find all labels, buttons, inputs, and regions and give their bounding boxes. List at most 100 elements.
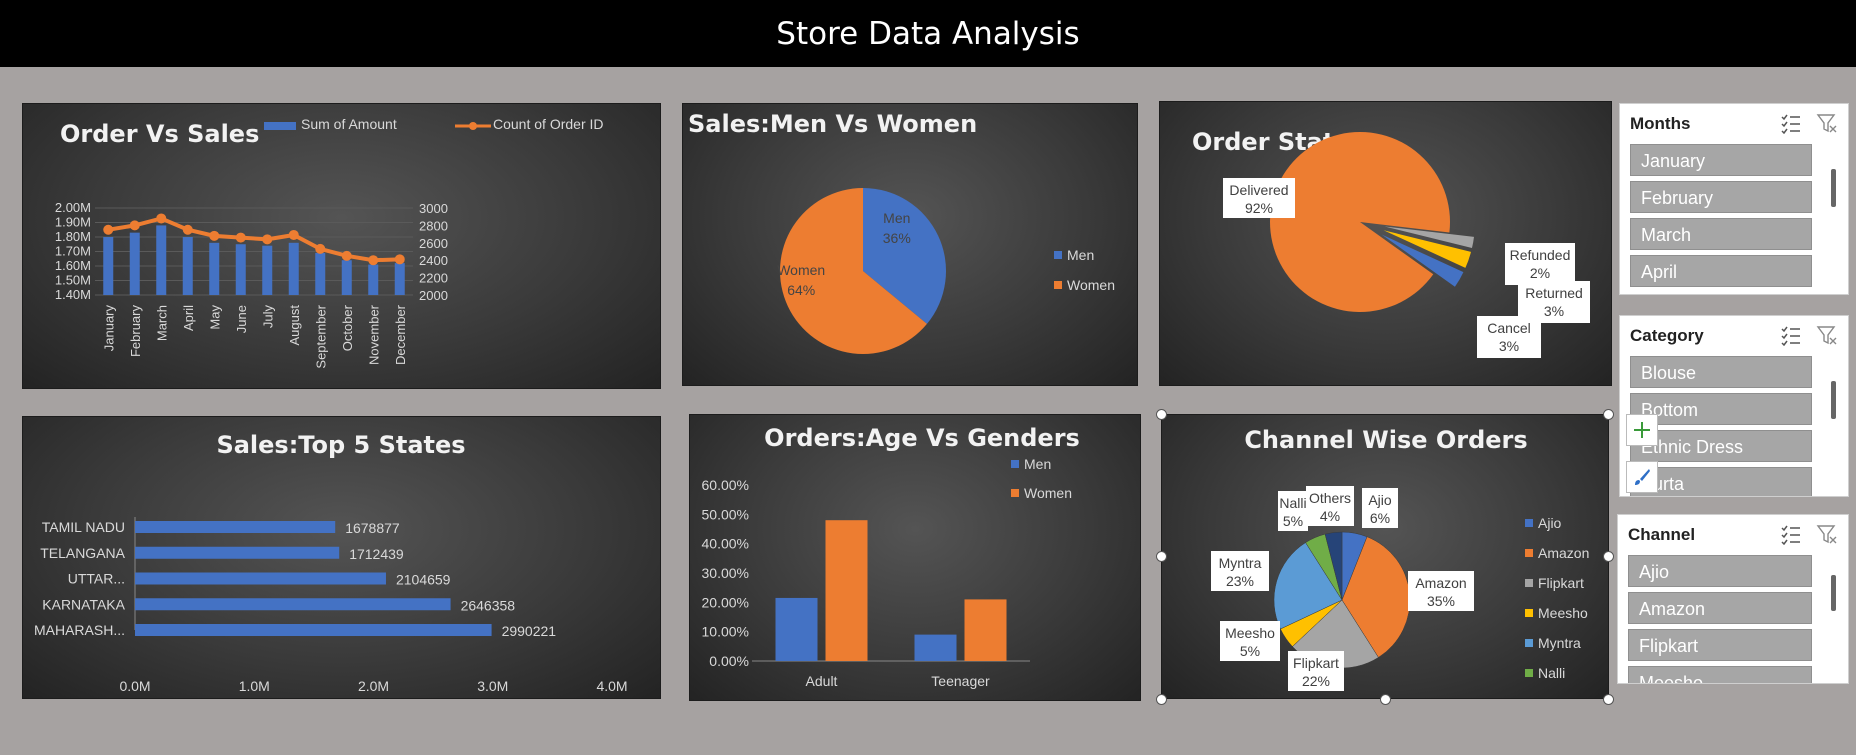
legend-swatch-amount — [264, 122, 296, 130]
y-tick-label: KARNATAKA — [42, 596, 125, 612]
order-status-chart[interactable]: Order Status Delivered 92% Refunded 2% Return… — [1159, 101, 1612, 386]
bar — [135, 624, 492, 636]
selection-handle-bottom-center[interactable] — [1380, 694, 1391, 705]
line-point — [368, 255, 379, 266]
data-label: 36% — [883, 230, 911, 246]
legend-label: Women — [1067, 277, 1115, 293]
line-point — [262, 234, 273, 245]
selection-handle-top-left[interactable] — [1156, 409, 1167, 420]
bar — [914, 634, 957, 661]
selection-handle-middle-left[interactable] — [1156, 551, 1167, 562]
slicer-item[interactable]: Ajio — [1628, 555, 1812, 587]
category-scrollbar[interactable] — [1831, 381, 1836, 419]
line-point — [182, 224, 193, 235]
slicer-item[interactable]: Ethnic Dress — [1630, 430, 1812, 462]
slicer-item[interactable]: April — [1630, 255, 1812, 287]
y-left-tick-label: 1.60M — [55, 258, 91, 273]
data-label: 1678877 — [345, 520, 400, 536]
multi-select-icon[interactable] — [1780, 324, 1802, 346]
y-right-tick-label: 2000 — [419, 288, 448, 303]
data-label-box — [1288, 651, 1344, 691]
data-label-box — [1477, 316, 1541, 358]
slicer-item[interactable]: January — [1630, 144, 1812, 176]
y-tick-label: 0.00% — [709, 653, 749, 669]
slicer-item[interactable]: Blouse — [1630, 356, 1812, 388]
x-tick-label: 4.0M — [596, 678, 627, 694]
clear-filter-icon[interactable] — [1816, 112, 1838, 134]
bar — [129, 232, 140, 295]
x-tick-label: September — [313, 304, 328, 368]
bar — [368, 264, 379, 295]
data-label-value: 23% — [1226, 573, 1254, 589]
x-tick-label: February — [128, 305, 143, 358]
slicer-item[interactable]: Flipkart — [1628, 629, 1812, 661]
category-slicer[interactable]: Category Blouse Bottom Ethnic Dress Kurt… — [1619, 315, 1849, 497]
clear-filter-icon[interactable] — [1816, 324, 1838, 346]
data-label-value: 5% — [1240, 643, 1260, 659]
data-label: 2104659 — [396, 572, 451, 588]
multi-select-icon[interactable] — [1780, 523, 1802, 545]
data-label-name: Cancel — [1487, 320, 1531, 336]
data-label: 2990221 — [502, 623, 557, 639]
y-left-tick-label: 1.40M — [55, 287, 91, 302]
legend-label: Myntra — [1538, 635, 1581, 651]
data-label-value: 2% — [1530, 265, 1550, 281]
channel-slicer[interactable]: Channel Ajio Amazon Flipkart Meesho — [1617, 514, 1849, 684]
selection-handle-top-right[interactable] — [1603, 409, 1614, 420]
selection-handle-middle-right[interactable] — [1603, 551, 1614, 562]
data-label-box — [1408, 571, 1474, 611]
legend-label: Amazon — [1538, 545, 1589, 561]
age-vs-genders-chart[interactable]: Orders:Age Vs Genders Men Women 0.00% 10.00%… — [689, 414, 1141, 701]
chart-title: Order Vs Sales — [60, 120, 259, 148]
months-scrollbar[interactable] — [1831, 169, 1836, 207]
clear-filter-icon[interactable] — [1816, 523, 1838, 545]
bar — [135, 598, 451, 611]
x-tick-label: March — [154, 305, 169, 341]
data-label-box — [1211, 551, 1269, 591]
x-tick-label: Teenager — [931, 673, 990, 689]
data-label-value: 3% — [1499, 338, 1519, 354]
legend-label: Ajio — [1538, 515, 1562, 531]
selection-handle-bottom-right[interactable] — [1603, 694, 1614, 705]
y-tick-label: 40.00% — [702, 536, 749, 552]
chart-title: Sales:Men Vs Women — [688, 110, 977, 138]
legend-label: Flipkart — [1538, 575, 1584, 591]
y-right-tick-label: 2800 — [419, 218, 448, 233]
slicer-item[interactable]: Meesho — [1628, 666, 1812, 683]
legend-swatch — [1011, 489, 1019, 497]
selection-handle-bottom-left[interactable] — [1156, 694, 1167, 705]
slicer-item[interactable]: March — [1630, 218, 1812, 250]
data-label-name: Myntra — [1219, 555, 1262, 571]
pie-slice — [780, 187, 927, 354]
pie-slice — [1324, 531, 1343, 601]
data-label: 2646358 — [461, 597, 516, 613]
bar — [209, 242, 220, 295]
legend-swatch — [1011, 460, 1019, 468]
data-label-box — [1362, 488, 1398, 528]
legend-marker-orders — [469, 122, 477, 130]
slicer-item[interactable]: February — [1630, 181, 1812, 213]
chart-style-button[interactable] — [1626, 461, 1658, 493]
line-point — [288, 229, 299, 240]
data-label: 1712439 — [349, 546, 404, 562]
chart-title: Sales:Top 5 States — [216, 431, 465, 459]
sales-men-women-chart[interactable]: Sales:Men Vs Women Men 36% Women 64% Men Women — [682, 103, 1138, 386]
slicer-item[interactable]: Amazon — [1628, 592, 1812, 624]
multi-select-icon[interactable] — [1780, 112, 1802, 134]
channel-scrollbar[interactable] — [1831, 575, 1836, 611]
y-left-tick-label: 1.70M — [55, 244, 91, 259]
x-tick-label: August — [287, 305, 302, 346]
data-label-box — [1306, 486, 1354, 526]
legend-label: Women — [1024, 485, 1072, 501]
pie-slice — [1383, 230, 1471, 268]
order-vs-sales-chart[interactable]: Order Vs Sales Sum of Amount Count of Orde… — [22, 103, 661, 389]
top-5-states-chart[interactable]: Sales:Top 5 States 0.0M 1.0M 2.0M 3.0M 4.0M TA… — [22, 416, 661, 699]
x-tick-label: June — [234, 305, 249, 333]
x-tick-label: May — [207, 305, 222, 330]
months-slicer[interactable]: Months January February March April — [1619, 103, 1849, 295]
channel-wise-orders-chart[interactable]: Channel Wise Orders Ajio 6% Amazon 35% Flipka… — [1161, 414, 1609, 699]
pie-slice — [1270, 132, 1450, 312]
plus-icon — [1634, 422, 1650, 438]
channel-slicer-title: Channel — [1628, 525, 1696, 544]
add-element-button[interactable] — [1626, 414, 1658, 446]
